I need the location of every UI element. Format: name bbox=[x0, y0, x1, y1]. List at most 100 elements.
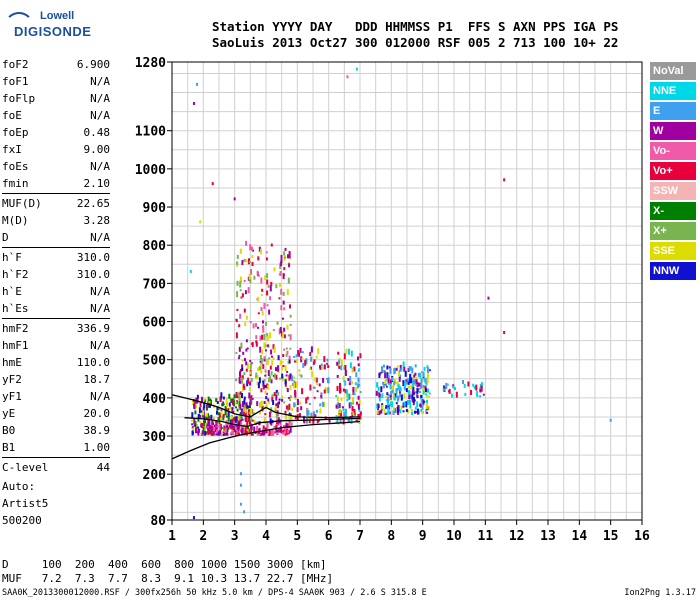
echo-mark bbox=[248, 273, 251, 280]
echo-mark bbox=[238, 324, 241, 328]
param-row-hmf2: hmF2 336.9 bbox=[2, 320, 110, 337]
echo-mark bbox=[207, 428, 210, 435]
echo-mark bbox=[267, 400, 270, 404]
echo-mark bbox=[378, 410, 381, 415]
echo-mark bbox=[342, 418, 345, 425]
echo-mark bbox=[260, 357, 263, 364]
echo-mark bbox=[339, 387, 341, 394]
echo-mark bbox=[383, 408, 386, 414]
echo-mark bbox=[212, 429, 215, 436]
echo-mark bbox=[344, 370, 347, 376]
echo-mark bbox=[250, 408, 253, 414]
echo-mark bbox=[310, 346, 313, 353]
echo-mark bbox=[301, 357, 304, 360]
echo-mark bbox=[410, 384, 413, 390]
echo-mark bbox=[355, 387, 358, 392]
muf-distance-row: D 100 200 400 600 800 1000 1500 3000 [km… bbox=[2, 558, 327, 571]
echo-mark bbox=[259, 346, 262, 353]
echo-mark bbox=[224, 409, 227, 416]
muf-value-row: MUF 7.2 7.3 7.7 8.3 9.1 10.3 13.7 22.7 [… bbox=[2, 572, 334, 585]
echo-mark bbox=[251, 255, 254, 259]
echo-mark bbox=[270, 379, 273, 384]
lowell-digisonde-logo: Lowell DIGISONDE bbox=[2, 8, 162, 44]
param-name: MUF(D) bbox=[2, 197, 42, 210]
echo-mark bbox=[412, 401, 415, 406]
echo-mark bbox=[426, 399, 428, 405]
echo-mark bbox=[383, 370, 386, 373]
echo-mark bbox=[265, 344, 267, 347]
echo-mark bbox=[346, 399, 349, 402]
echo-mark bbox=[313, 396, 316, 399]
echo-mark bbox=[314, 414, 317, 418]
echo-mark bbox=[270, 282, 273, 286]
echo-mark bbox=[414, 364, 417, 368]
echo-mark bbox=[219, 424, 222, 431]
echo-mark bbox=[207, 413, 209, 418]
echo-mark bbox=[402, 410, 405, 413]
echo-mark bbox=[475, 391, 478, 397]
echo-mark bbox=[384, 413, 387, 415]
echo-mark bbox=[222, 401, 225, 404]
echo-mark bbox=[323, 389, 326, 394]
echo-mark bbox=[388, 383, 391, 385]
echo-mark bbox=[241, 359, 244, 362]
echo-mark bbox=[303, 416, 305, 423]
echo-mark bbox=[284, 247, 287, 251]
echo-mark bbox=[280, 259, 283, 263]
echo-mark bbox=[235, 406, 237, 409]
echo-mark bbox=[257, 256, 260, 261]
y-tick-label: 400 bbox=[143, 392, 167, 407]
echo-mark bbox=[376, 403, 379, 409]
echo-mark bbox=[264, 413, 267, 416]
echo-mark bbox=[250, 395, 253, 398]
echo-mark bbox=[296, 407, 299, 413]
echo-mark bbox=[229, 405, 232, 410]
echo-mark bbox=[416, 408, 419, 415]
echo-mark bbox=[305, 358, 308, 365]
echo-mark bbox=[225, 397, 228, 404]
echo-mark bbox=[256, 421, 259, 424]
echo-mark bbox=[201, 430, 204, 435]
echo-mark bbox=[257, 367, 260, 372]
echo-mark bbox=[246, 404, 249, 408]
echo-mark bbox=[233, 430, 236, 432]
echo-mark bbox=[203, 417, 206, 420]
echo-mark bbox=[283, 424, 285, 428]
echo-mark bbox=[393, 381, 396, 386]
echo-mark bbox=[211, 420, 214, 425]
echo-mark bbox=[339, 382, 341, 388]
echo-point bbox=[189, 269, 192, 273]
echo-mark bbox=[252, 323, 255, 329]
echo-mark bbox=[284, 410, 287, 414]
echo-mark bbox=[270, 243, 273, 247]
param-row-fof1: foF1 N/A bbox=[2, 73, 110, 90]
echo-mark bbox=[327, 387, 330, 394]
echo-mark bbox=[282, 300, 285, 305]
echo-mark bbox=[409, 403, 412, 409]
echo-mark bbox=[290, 415, 293, 421]
polarization-legend: NoVal NNE E W Vo- Vo+ SSW X- X+ SSE NNW bbox=[650, 62, 696, 282]
echo-mark bbox=[285, 418, 288, 421]
echo-mark bbox=[446, 383, 449, 386]
echo-mark bbox=[284, 414, 287, 419]
echo-mark bbox=[241, 377, 243, 384]
muf-table: D 100 200 400 600 800 1000 1500 3000 [km… bbox=[2, 558, 333, 586]
echo-mark bbox=[243, 396, 246, 400]
echo-mark bbox=[442, 388, 445, 392]
echo-mark bbox=[259, 249, 262, 255]
echo-mark bbox=[220, 410, 223, 413]
echo-mark bbox=[353, 408, 356, 415]
echo-mark bbox=[263, 342, 266, 349]
param-name: fmin bbox=[2, 177, 29, 190]
echo-mark bbox=[242, 425, 245, 430]
echo-mark bbox=[410, 377, 413, 384]
echo-mark bbox=[420, 402, 423, 405]
echo-mark bbox=[359, 411, 362, 416]
echo-mark bbox=[400, 367, 403, 371]
echo-mark bbox=[407, 409, 410, 414]
echo-mark bbox=[344, 380, 347, 386]
echo-mark bbox=[262, 425, 265, 430]
echo-mark bbox=[396, 406, 399, 413]
echo-mark bbox=[302, 362, 305, 368]
echo-mark bbox=[326, 358, 329, 362]
